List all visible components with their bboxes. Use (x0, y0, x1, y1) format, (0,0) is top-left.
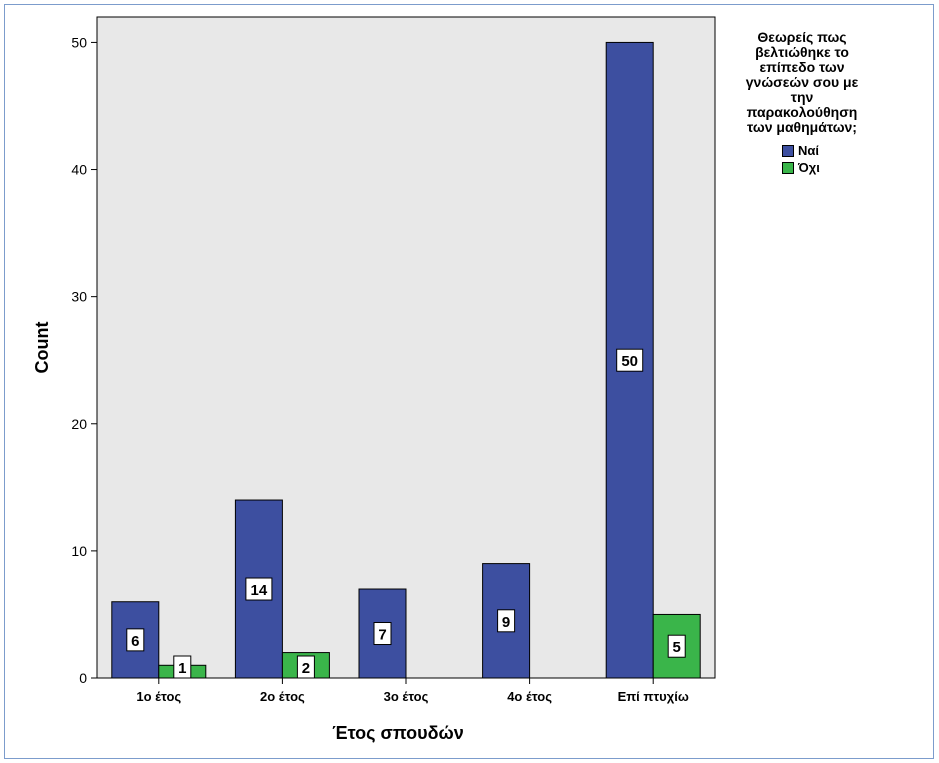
data-label-box (296, 655, 315, 679)
data-label: 2 (302, 660, 310, 677)
x-axis: 1ο έτος 2ο έτος 3ο έτος 4ο έτος Επί πτυχίω (136, 678, 689, 704)
legend-label: Ναί (798, 143, 819, 158)
legend-swatch (782, 144, 794, 157)
y-tick-label: 10 (71, 543, 87, 559)
legend-items: Ναί Όχι (702, 143, 902, 175)
data-label-box (497, 609, 516, 633)
x-tick-label: 1ο έτος (136, 689, 181, 704)
y-axis-title: Count (32, 322, 52, 374)
x-axis-title: Έτος σπουδών (332, 723, 463, 743)
data-label-box (245, 577, 273, 601)
x-tick-label: 2ο έτος (260, 689, 305, 704)
data-label: 7 (378, 627, 386, 644)
data-label: 6 (131, 633, 139, 650)
y-tick-label: 0 (79, 670, 87, 686)
data-label-box (667, 634, 686, 658)
legend-title: Θεωρείς πως βελτιώθηκε το επίπεδο των γν… (745, 29, 859, 135)
legend-item: Ναί (782, 143, 902, 158)
data-label-box (173, 655, 192, 679)
legend-item: Όχι (782, 160, 902, 175)
legend-swatch (782, 161, 794, 174)
y-tick-label: 40 (71, 162, 87, 178)
legend: Θεωρείς πως βελτιώθηκε το επίπεδο των γν… (702, 29, 902, 176)
chart-frame (4, 4, 934, 759)
data-label: 14 (251, 582, 268, 599)
y-tick-label: 30 (71, 289, 87, 305)
x-tick-label: 4ο έτος (507, 689, 552, 704)
y-tick-label: 50 (71, 34, 87, 50)
data-label: 1 (178, 660, 186, 677)
data-label: 9 (502, 614, 510, 631)
x-tick-label: Επί πτυχίω (618, 689, 689, 704)
data-label-box (126, 628, 145, 652)
data-label-box (373, 622, 392, 646)
data-label: 50 (621, 353, 638, 370)
y-axis: 0 10 20 30 40 50 (71, 34, 97, 686)
x-tick-label: 3ο έτος (384, 689, 429, 704)
data-label-box (616, 348, 644, 372)
legend-label: Όχι (798, 160, 820, 175)
data-label: 5 (673, 639, 681, 656)
y-tick-label: 20 (71, 416, 87, 432)
